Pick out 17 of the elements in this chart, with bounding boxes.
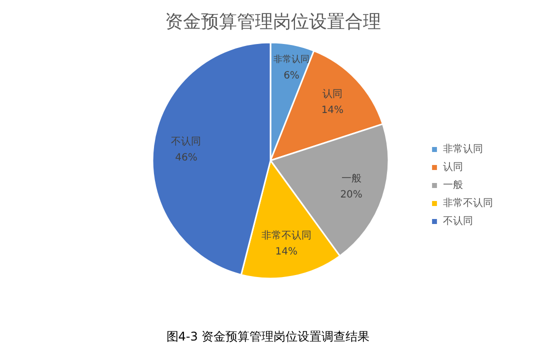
legend-label: 认同 (443, 161, 463, 174)
slice-label: 非常认同 (274, 54, 310, 65)
chart-title: 资金预算管理岗位设置合理 (165, 12, 381, 32)
data-label: 6% (284, 70, 300, 82)
data-label: 14% (321, 104, 344, 116)
legend-label: 不认同 (443, 215, 473, 228)
legend-label: 非常认同 (443, 142, 483, 156)
data-label: 20% (340, 189, 362, 200)
slice-label: 不认同 (171, 135, 202, 148)
legend-label: 非常不认同 (443, 196, 493, 210)
legend-label: 一般 (443, 179, 463, 192)
data-label: 14% (275, 246, 298, 258)
caption: 图4-3 资金预算管理岗位设置调查结果 (166, 330, 370, 344)
slice-label: 非常不认同 (261, 229, 312, 242)
data-label: 46% (175, 152, 198, 164)
slice-label: 一般 (341, 173, 362, 184)
slice-label: 认同 (322, 88, 342, 100)
